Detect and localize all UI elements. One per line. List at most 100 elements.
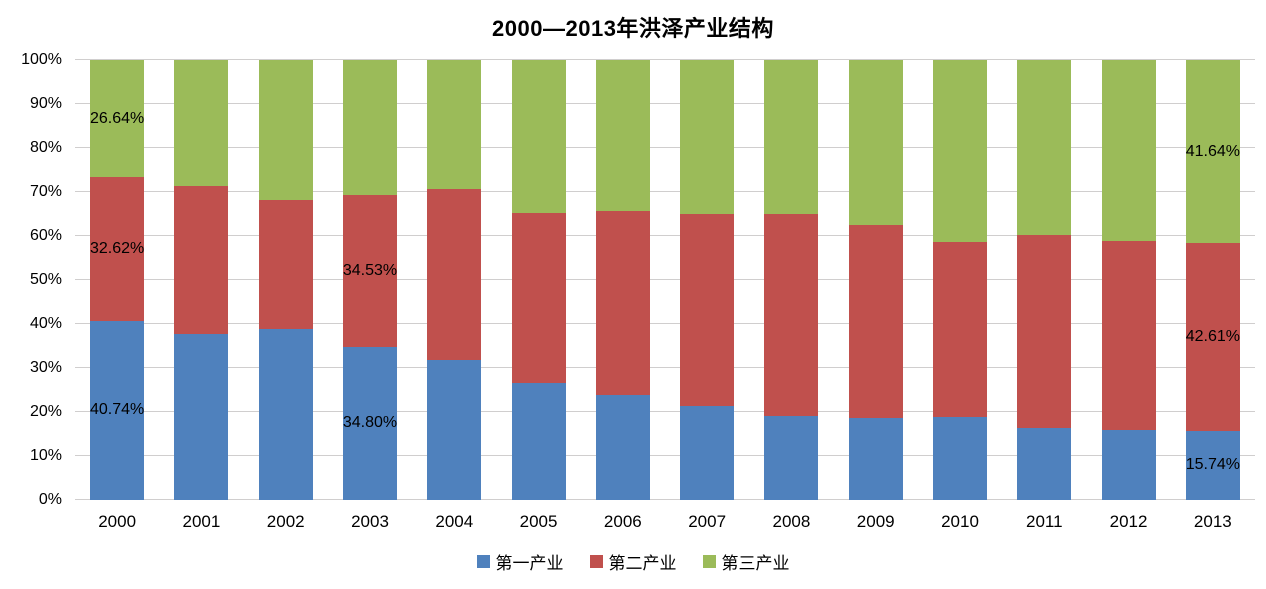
- y-axis-tick-label: 10%: [29, 447, 62, 464]
- bar-segment-primary: [1101, 429, 1156, 500]
- gridline: [75, 455, 1255, 456]
- data-label: 32.62%: [90, 239, 145, 257]
- bar-segment-primary: [764, 416, 819, 500]
- x-axis-label: 2006: [603, 512, 642, 531]
- bar-column: [258, 60, 313, 500]
- y-axis-tick-label: 90%: [29, 95, 62, 112]
- gridline: [75, 59, 1255, 60]
- y-axis-tick-label: 20%: [29, 403, 62, 420]
- x-axis-label: 2004: [435, 512, 474, 531]
- bar-segment-tertiary: [1101, 60, 1156, 241]
- x-axis-label: 2008: [772, 512, 811, 531]
- bar-segment-secondary: [1017, 235, 1072, 428]
- bar-segment-secondary: [848, 225, 903, 419]
- legend-label: 第二产业: [608, 554, 677, 573]
- bar-segment-tertiary: [90, 60, 145, 178]
- x-axis-label: 2013: [1193, 512, 1232, 531]
- gridline: [75, 147, 1255, 148]
- x-axis-label: 2012: [1109, 512, 1148, 531]
- data-label: 34.53%: [342, 261, 398, 279]
- gridline: [75, 367, 1255, 368]
- gridline: [75, 411, 1255, 412]
- bar-segment-primary: [90, 320, 145, 500]
- data-label: 42.61%: [1185, 328, 1240, 346]
- bar-column: [174, 60, 229, 500]
- bar-column: [933, 60, 987, 500]
- y-axis-tick-label: 50%: [29, 271, 62, 288]
- bar-segment-secondary: [174, 186, 229, 335]
- bar-segment-primary: [1017, 427, 1072, 500]
- bar-segment-secondary: [680, 214, 735, 407]
- bar-column: [343, 60, 397, 500]
- y-axis-tick-label: 0%: [38, 491, 62, 508]
- bar-segment-tertiary: [427, 60, 482, 190]
- bar-segment-primary: [933, 417, 987, 500]
- y-axis-tick-label: 60%: [29, 227, 62, 244]
- legend-item: 第一产业: [476, 549, 564, 574]
- legend-item: 第二产业: [589, 549, 677, 574]
- bar-column: [595, 60, 650, 500]
- gridline: [75, 191, 1255, 192]
- x-axis-label: 2005: [519, 512, 558, 531]
- bar-column: [764, 60, 819, 500]
- bar-segment-secondary: [933, 241, 987, 418]
- bar-segment-tertiary: [595, 60, 650, 212]
- legend: 第一产业 第二产业 第三产业: [0, 549, 1266, 574]
- x-axis-label: 2000: [98, 512, 137, 531]
- bar-segment-tertiary: [174, 60, 229, 187]
- data-label: 40.74%: [90, 401, 145, 419]
- x-axis-label: 2001: [182, 512, 221, 531]
- bar-segment-primary: [174, 334, 229, 500]
- x-axis-label: 2009: [856, 512, 895, 531]
- bar-segment-tertiary: [1017, 60, 1072, 236]
- bar-segment-secondary: [764, 213, 819, 417]
- bar-segment-tertiary: [258, 60, 313, 201]
- legend-swatch: [702, 555, 716, 568]
- bar-segment-secondary: [595, 211, 650, 395]
- y-axis-tick-label: 30%: [29, 359, 62, 376]
- bar-segment-secondary: [258, 200, 313, 330]
- x-axis-label: 2010: [941, 512, 979, 531]
- x-axis-label: 2002: [266, 512, 305, 531]
- bar-segment-secondary: [511, 212, 566, 384]
- bar-column: [848, 60, 903, 500]
- gridline: [75, 323, 1255, 324]
- bar-segment-secondary: [427, 189, 482, 361]
- data-label: 41.64%: [1185, 142, 1240, 160]
- bar-segment-secondary: [343, 194, 397, 347]
- bar-segment-primary: [427, 360, 482, 500]
- bar-segment-secondary: [1185, 243, 1240, 431]
- bar-segment-primary: [848, 418, 903, 500]
- plot-area: 26.64% 32.62% 40.74% 34.53% 34.80% 41.64% 42.6…: [75, 59, 1255, 500]
- bar-column: [1185, 60, 1240, 500]
- bar-segment-tertiary: [848, 60, 903, 226]
- bar-segment-tertiary: [680, 60, 735, 215]
- x-axis-line: [75, 499, 1255, 500]
- bar-segment-secondary: [90, 177, 145, 321]
- x-axis-label: 2007: [688, 512, 727, 531]
- bar-segment-tertiary: [343, 60, 397, 195]
- x-axis-label: 2011: [1026, 512, 1063, 531]
- chart-title: 2000—2013年洪泽产业结构: [492, 16, 774, 41]
- bar-segment-primary: [595, 394, 650, 500]
- bar-segment-tertiary: [511, 60, 566, 213]
- y-axis-tick-label: 80%: [29, 139, 62, 156]
- bar-segment-tertiary: [764, 60, 819, 214]
- bar-segment-primary: [1185, 430, 1240, 500]
- gridline: [75, 279, 1255, 280]
- legend-label: 第三产业: [721, 554, 790, 573]
- y-axis-tick-label: 40%: [29, 315, 62, 332]
- x-axis-label: 2003: [351, 512, 389, 531]
- gridline: [75, 235, 1255, 236]
- bar-segment-tertiary: [933, 60, 987, 242]
- legend-label: 第一产业: [495, 554, 564, 573]
- bar-column: [511, 60, 566, 500]
- bar-segment-primary: [343, 346, 397, 500]
- bar-column: [1017, 60, 1072, 500]
- bar-segment-primary: [680, 406, 735, 500]
- bar-segment-primary: [258, 329, 313, 500]
- y-axis-tick-label: 100%: [21, 51, 62, 68]
- bar-segment-secondary: [1101, 240, 1156, 430]
- bar-column: [1101, 60, 1156, 500]
